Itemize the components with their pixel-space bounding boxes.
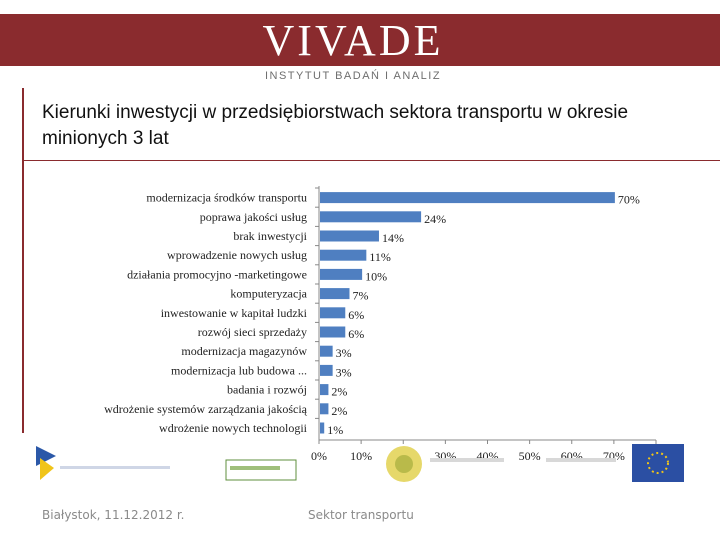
footer-date: Białystok, 11.12.2012 r.	[42, 508, 185, 522]
value-label: 11%	[369, 250, 391, 264]
category-label: inwestowanie w kapitał ludzki	[161, 306, 308, 320]
bar-5	[320, 268, 363, 280]
category-label: brak inwestycji	[233, 229, 307, 243]
category-label: wdrożenie nowych technologii	[159, 421, 308, 435]
bar-6	[320, 288, 350, 300]
x-tick-label: 50%	[519, 449, 541, 463]
title-divider	[22, 160, 720, 161]
bar-8	[320, 326, 346, 338]
vivade-logo: VIVADE	[262, 16, 444, 65]
value-label: 24%	[424, 212, 446, 226]
category-label: rozwój sieci sprzedaży	[198, 325, 307, 339]
bar-11	[320, 384, 329, 396]
bar-4	[320, 249, 367, 261]
partner-logos-strip	[30, 440, 690, 490]
value-label: 7%	[352, 289, 368, 303]
footer-topic: Sektor transportu	[308, 508, 414, 522]
slide-title: Kierunki inwestycji w przedsiębiorstwach…	[42, 102, 629, 149]
value-label: 6%	[348, 327, 364, 341]
category-label: modernizacja lub budowa ...	[171, 363, 307, 377]
value-label: 6%	[348, 308, 364, 322]
x-tick-label: 10%	[350, 449, 372, 463]
category-label: badania i rozwój	[227, 383, 307, 397]
regional-logo	[386, 446, 504, 482]
institute-subtitle: INSTYTUT BADAŃ I ANALIZ	[264, 70, 442, 82]
category-label: wdrożenie systemów zarządzania jakością	[104, 402, 308, 416]
bar-1	[320, 192, 615, 204]
eu-social-fund-logo	[546, 444, 684, 482]
category-label: działania promocyjno -marketingowe	[127, 267, 307, 281]
value-label: 14%	[382, 231, 404, 245]
category-label: komputeryzacja	[230, 287, 307, 301]
value-label: 3%	[336, 365, 352, 379]
value-label: 10%	[365, 269, 387, 283]
value-label: 1%	[327, 423, 343, 437]
category-label: modernizacja środków transportu	[146, 191, 307, 205]
value-label: 2%	[331, 404, 347, 418]
bar-7	[320, 307, 346, 319]
category-label: poprawa jakości usług	[200, 210, 307, 224]
eu-flag-logo	[36, 446, 170, 480]
value-label: 70%	[618, 193, 640, 207]
bar-9	[320, 345, 333, 357]
bar-3	[320, 230, 379, 242]
value-label: 2%	[331, 385, 347, 399]
x-tick-label: 0%	[311, 449, 327, 463]
value-label: 3%	[336, 346, 352, 360]
bar-2	[320, 211, 422, 223]
category-label: wprowadzenie nowych usług	[167, 248, 307, 262]
bar-10	[320, 364, 333, 376]
bar-13	[320, 422, 325, 434]
bar-12	[320, 403, 329, 415]
header-band	[0, 14, 720, 66]
left-accent-rule	[22, 88, 24, 433]
labour-office-logo	[225, 459, 297, 481]
category-label: modernizacja magazynów	[181, 344, 307, 358]
